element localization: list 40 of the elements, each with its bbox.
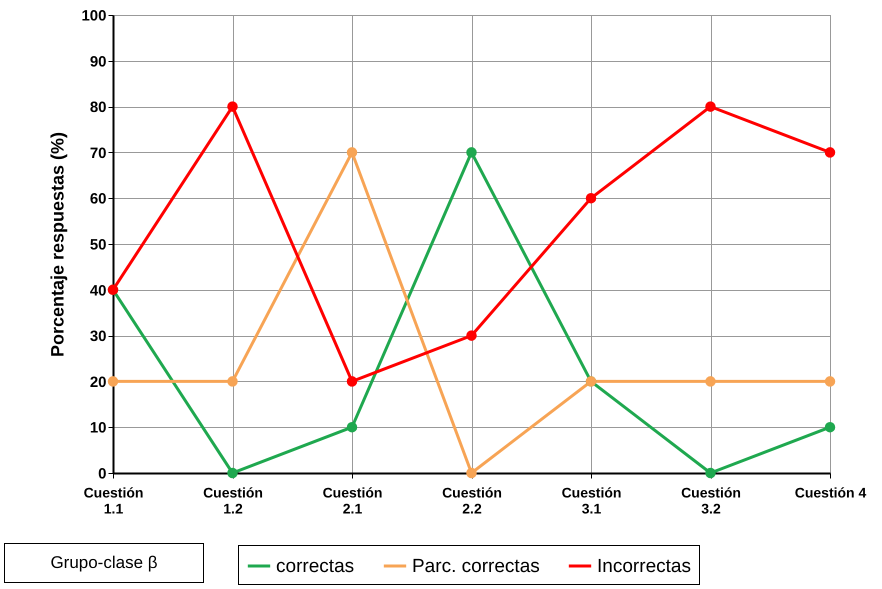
point <box>227 101 238 112</box>
point <box>705 376 716 387</box>
point <box>227 468 238 478</box>
x-tick-label: Cuestión 3.1 <box>562 484 622 516</box>
y-tick-label: 60 <box>90 190 106 208</box>
point <box>346 376 358 387</box>
point <box>586 192 596 204</box>
y-tick-label: 70 <box>90 144 106 162</box>
y-tick-label: 50 <box>90 236 106 254</box>
y-tick-label: 10 <box>90 420 106 437</box>
point <box>346 147 358 158</box>
x-tick-label: Cuestión 1.1 <box>84 484 144 516</box>
point <box>466 468 477 478</box>
y-tick-label: 40 <box>90 282 106 300</box>
y-axis-title: Porcentaje respuestas (%) <box>47 132 68 358</box>
point <box>824 422 836 432</box>
point <box>705 101 716 112</box>
x-tick-label: Cuestión 4 <box>794 484 866 500</box>
y-tick-label: 30 <box>90 328 106 346</box>
text: Grupo-clase β <box>4 543 204 583</box>
point <box>824 147 836 158</box>
x-tick-label: Cuestión 1.2 <box>203 484 263 516</box>
point <box>227 376 238 387</box>
point <box>466 330 477 341</box>
y-tick-label: 20 <box>90 374 106 391</box>
x-tick-label: Cuestión 3.2 <box>681 484 741 516</box>
legend-label: correctas <box>276 556 354 577</box>
legend-label: Parc. correctas <box>412 556 540 577</box>
point <box>705 468 716 478</box>
y-tick-label: 100 <box>81 8 106 24</box>
y-tick-label: 90 <box>90 53 106 70</box>
legend-label: Incorrectas <box>597 556 691 577</box>
x-tick-label: Cuestión 2.2 <box>442 484 502 516</box>
point <box>466 147 477 158</box>
x-tick-label: Cuestión 2.1 <box>322 484 382 516</box>
point <box>346 422 358 432</box>
y-tick-label: 80 <box>90 99 106 116</box>
y-tick-label: 0 <box>98 466 106 482</box>
point <box>108 376 118 387</box>
point <box>824 376 836 387</box>
